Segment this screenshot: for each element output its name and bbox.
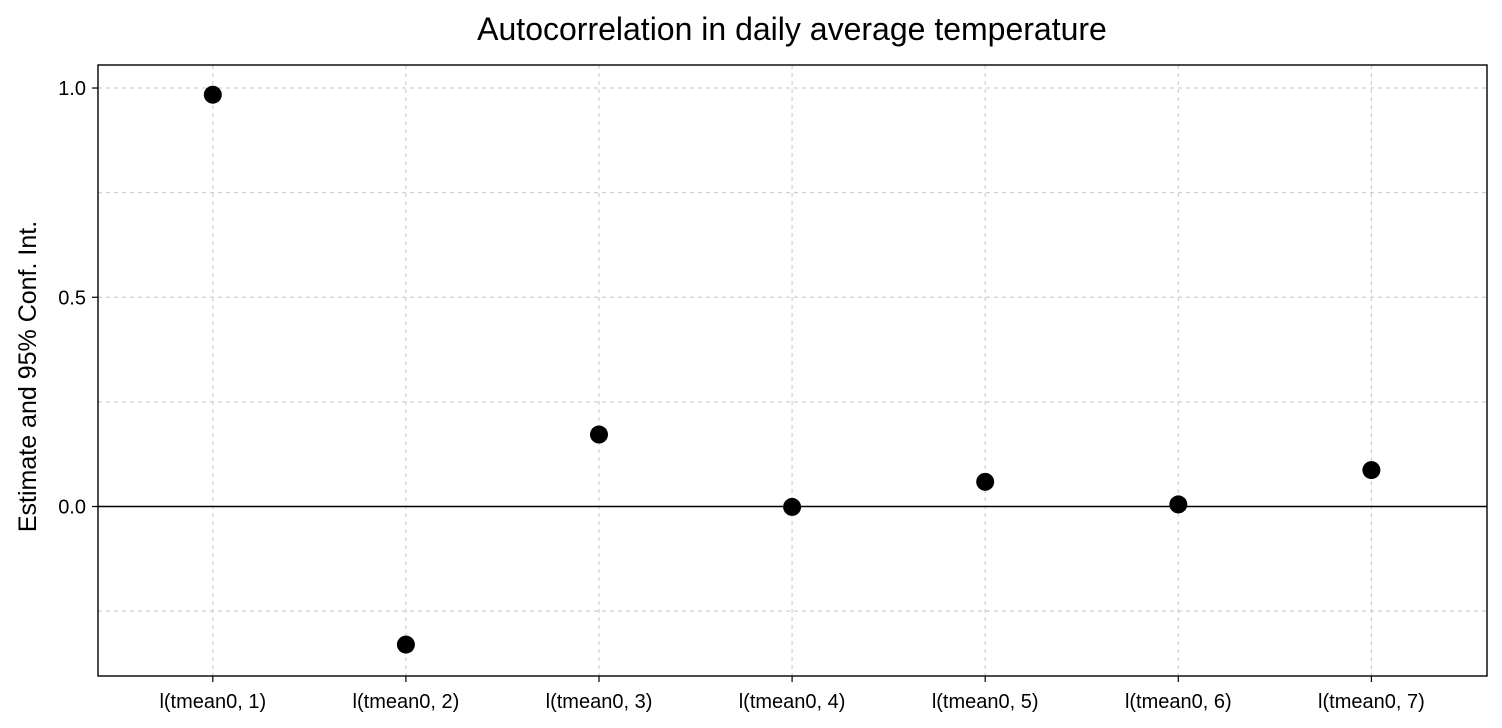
y-tick-label: 1.0 [58, 78, 86, 100]
y-axis-label: Estimate and 95% Conf. Int. [14, 221, 42, 532]
points-layer [203, 85, 1381, 654]
grid-layer [98, 65, 1487, 676]
data-point [1169, 495, 1188, 514]
data-point [203, 85, 222, 104]
axis-layer: 0.0 0.5 1.0 l(tmean0, 1) l(tmean0, 2) l(tmean… [58, 78, 1425, 713]
y-tick-label: 0.5 [58, 287, 86, 309]
plot-frame [97, 64, 1488, 677]
data-point [783, 497, 802, 516]
data-point [396, 635, 415, 654]
chart-title: Autocorrelation in daily average tempera… [477, 11, 1107, 47]
y-tick-label: 0.0 [58, 497, 86, 519]
x-tick-label: l(tmean0, 7) [1318, 691, 1425, 713]
data-point [590, 425, 608, 444]
x-tick-label: l(tmean0, 1) [159, 691, 266, 713]
data-point [1362, 461, 1381, 480]
x-tick-label: l(tmean0, 3) [546, 691, 653, 713]
x-tick-label: l(tmean0, 6) [1125, 691, 1232, 713]
x-tick-label: l(tmean0, 4) [739, 691, 846, 713]
data-point [976, 472, 995, 491]
x-tick-label: l(tmean0, 5) [932, 691, 1039, 713]
x-tick-label: l(tmean0, 2) [353, 691, 460, 713]
